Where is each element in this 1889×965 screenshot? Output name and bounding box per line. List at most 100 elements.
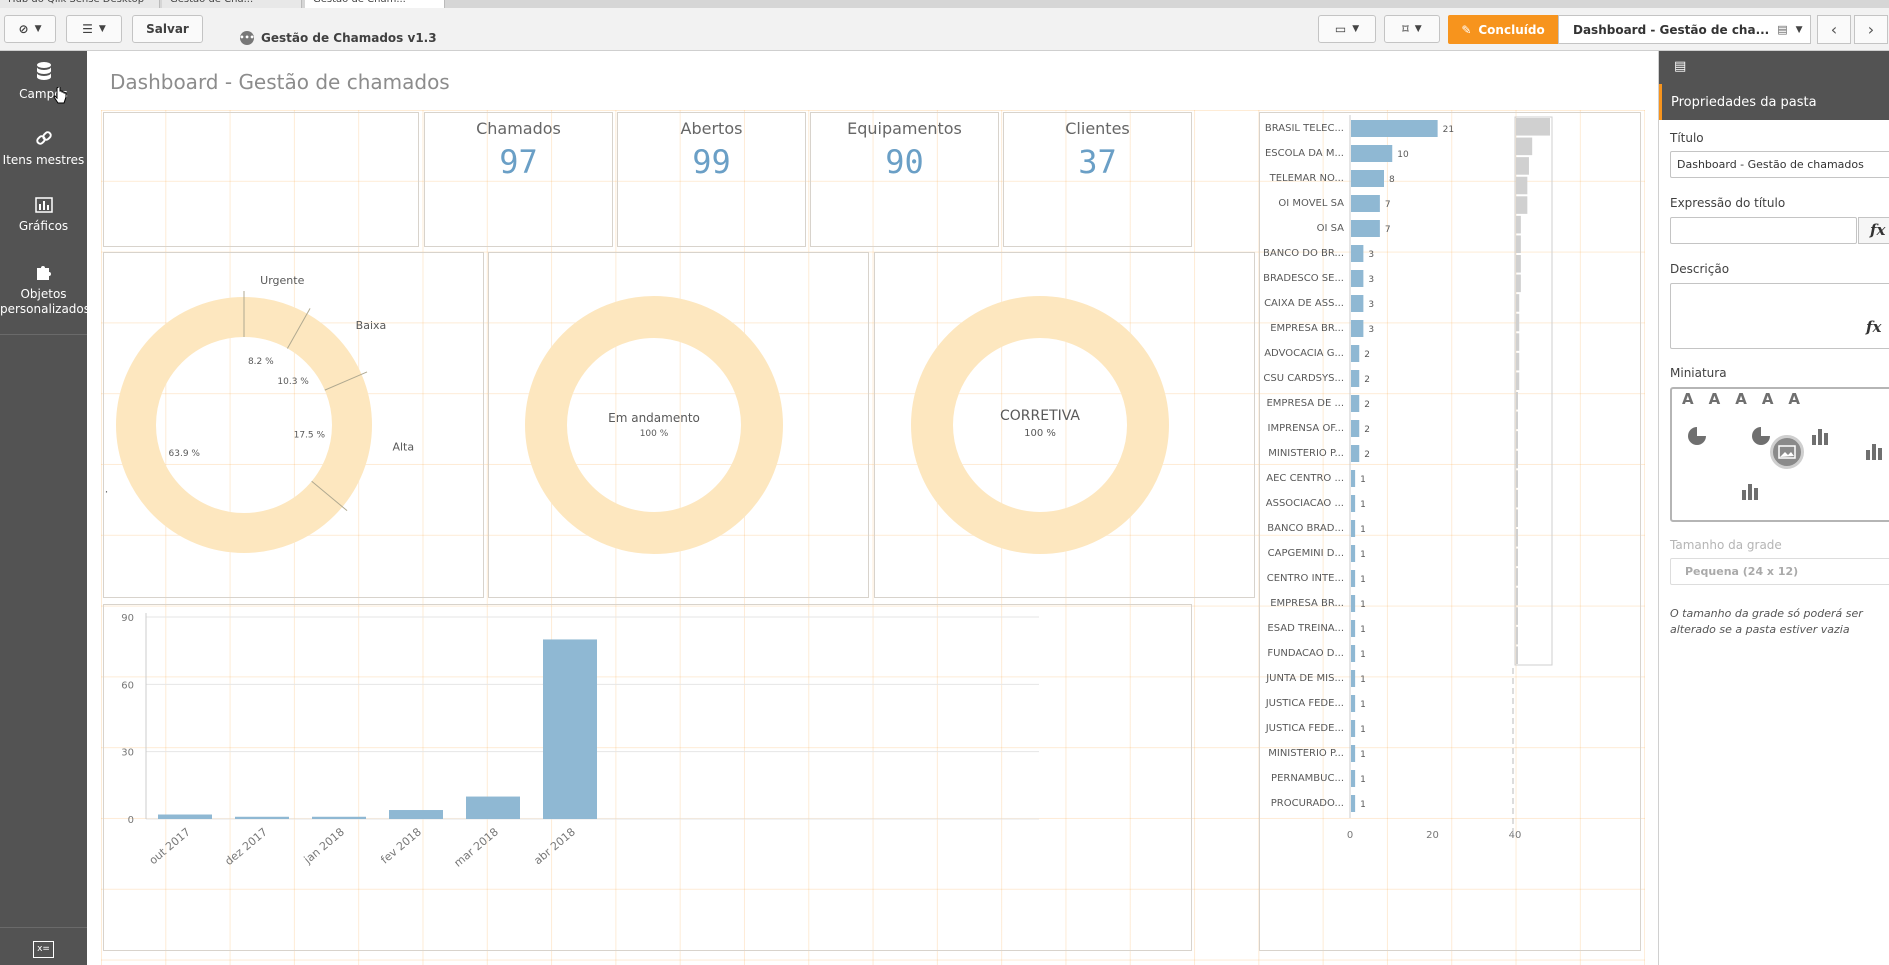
- donut-center-pct: 100 %: [640, 429, 669, 439]
- bar: [158, 814, 212, 819]
- storytelling-button[interactable]: ▭ ▼: [1318, 15, 1376, 43]
- save-button[interactable]: Salvar: [132, 15, 203, 43]
- bar: [1351, 720, 1356, 737]
- image-upload-icon[interactable]: [1770, 435, 1804, 469]
- bar-chart-icon: [1866, 444, 1882, 460]
- properties-panel: ▤ Propriedades da pasta Título Dashboard…: [1658, 51, 1889, 965]
- bar: [1351, 795, 1356, 812]
- tab-app[interactable]: Gestão de Cha...: [162, 0, 302, 8]
- empty-object[interactable]: [103, 112, 419, 247]
- minichart-bar: [1516, 587, 1518, 606]
- status-donut-chart[interactable]: Em andamento 100 %: [488, 252, 869, 598]
- minichart-bar: [1516, 626, 1518, 645]
- kpi-value: 90: [885, 143, 924, 181]
- bar-value-label: 7: [1385, 200, 1391, 210]
- donut-center-label: CORRETIVA: [1000, 408, 1080, 424]
- left-item-graficos[interactable]: Gráficos: [0, 197, 87, 234]
- bar-value-label: 1: [1360, 725, 1366, 735]
- priority-donut-chart[interactable]: 8.2 % Urgente 10.3 % Baixa 17.5 % Alta 63.9 % N…: [79, 252, 484, 598]
- next-sheet-button[interactable]: ›: [1854, 15, 1888, 44]
- bar-value-label: 1: [1360, 575, 1366, 585]
- kpi-label: Chamados: [476, 119, 561, 138]
- category-label: BRADESCO SE...: [1263, 273, 1344, 284]
- hand-cursor-icon: [53, 87, 67, 104]
- pie-icon: [1752, 427, 1770, 445]
- bar-value-label: 1: [1360, 550, 1366, 560]
- bar: [1351, 245, 1364, 262]
- fx-icon[interactable]: fx: [1866, 318, 1882, 336]
- bar-value-label: 8: [1389, 175, 1395, 185]
- pencil-icon: ✎: [1461, 22, 1472, 37]
- kpi-value: 37: [1078, 143, 1117, 181]
- bar-value-label: 1: [1360, 500, 1366, 510]
- description-input[interactable]: fx: [1670, 283, 1889, 349]
- minichart-bar: [1516, 255, 1521, 273]
- category-label: TELEMAR NO...: [1269, 173, 1344, 184]
- chevron-down-icon: ▼: [34, 24, 42, 34]
- x-tick-label: dez 2017: [222, 825, 269, 868]
- category-label: BANCO DO BR...: [1263, 248, 1344, 259]
- bar: [1351, 395, 1360, 412]
- category-label: MINISTERIO P...: [1268, 448, 1344, 459]
- sheet-selector[interactable]: Dashboard - Gestão de cha... ▤ ▼: [1558, 15, 1811, 44]
- minichart-bar: [1516, 274, 1521, 293]
- bookmark-button[interactable]: ⌑ ▼: [1384, 15, 1440, 43]
- left-item-itens-mestres[interactable]: Itens mestres: [0, 129, 87, 168]
- donut-center-pct: 100 %: [1024, 428, 1056, 439]
- left-item-campos[interactable]: Campos: [0, 61, 87, 102]
- y-tick-label: 60: [121, 680, 134, 691]
- kpi-abertos[interactable]: Abertos 99: [617, 112, 806, 247]
- title-input[interactable]: Dashboard - Gestão de chamados: [1670, 151, 1889, 178]
- category-label: IMPRENSA OF...: [1268, 423, 1344, 434]
- bar-value-label: 2: [1364, 425, 1370, 435]
- app-menu-icon[interactable]: •••: [239, 30, 255, 45]
- x-tick-label: jan 2018: [301, 825, 347, 867]
- bar: [1351, 695, 1356, 712]
- bookmark-icon: ⌑: [1402, 22, 1409, 36]
- bar: [1351, 445, 1360, 462]
- sheet-properties-icon[interactable]: ▤: [1674, 59, 1687, 74]
- donut-ring: [911, 296, 1169, 554]
- bar-value-label: 10: [1397, 150, 1409, 160]
- tab-sheet[interactable]: Gestão de Cham...: [305, 0, 445, 8]
- type-donut-chart[interactable]: CORRETIVA 100 %: [874, 252, 1255, 598]
- divider: [0, 334, 87, 335]
- category-label: ESAD TREINA...: [1267, 623, 1344, 634]
- done-button[interactable]: ✎ Concluído: [1448, 15, 1558, 44]
- minichart-bar: [1516, 352, 1520, 371]
- chevron-down-icon: ▼: [1414, 24, 1422, 34]
- tab-hub[interactable]: Hub do Qlik Sense Desktop: [0, 0, 160, 8]
- thumbnail-label: Miniatura: [1670, 366, 1727, 380]
- kpi-equipamentos[interactable]: Equipamentos 90: [810, 112, 999, 247]
- title-expression-fx-button[interactable]: fx: [1858, 217, 1889, 244]
- bar: [1351, 570, 1356, 587]
- y-tick-label: 0: [128, 815, 134, 826]
- x-tick-label: fev 2018: [378, 825, 424, 866]
- bar: [1351, 270, 1364, 287]
- left-item-label: Objetos personalizados: [0, 287, 91, 316]
- database-icon: [36, 62, 51, 80]
- clients-bar-chart[interactable]: BRASIL TELEC... 21 ESCOLA DA M... 10 TELEMAR…: [1259, 112, 1641, 951]
- bar: [1351, 495, 1356, 512]
- category-label: BANCO BRAD...: [1267, 523, 1344, 534]
- thumbnail-dropzone[interactable]: AAAAA: [1670, 387, 1889, 522]
- app-title: ••• Gestão de Chamados v1.3: [239, 16, 437, 59]
- previous-sheet-button[interactable]: ‹: [1817, 15, 1851, 44]
- bar: [235, 816, 289, 819]
- global-menu-button[interactable]: ☰ ▼: [66, 15, 122, 43]
- kpi-chamados[interactable]: Chamados 97: [424, 112, 613, 247]
- kpi-clientes[interactable]: Clientes 37: [1003, 112, 1192, 247]
- left-item-objetos-personalizados[interactable]: Objetos personalizados: [0, 263, 91, 317]
- title-expression-input[interactable]: [1670, 217, 1857, 244]
- navigation-menu-button[interactable]: ⊘ ▼: [4, 15, 56, 43]
- chevron-down-icon: ▼: [1352, 24, 1360, 34]
- bar-value-label: 3: [1368, 300, 1374, 310]
- divider: [0, 927, 87, 928]
- bar-value-label: 2: [1364, 375, 1370, 385]
- bar-chart-icon: [34, 197, 53, 213]
- monthly-bar-chart[interactable]: 90 60 30 0 out 2017 dez 2017 jan 2018 fev 2018 m…: [103, 604, 1192, 951]
- minichart-bar: [1516, 137, 1533, 156]
- donut-slice-label: Nor...: [104, 483, 108, 496]
- formula-panel-button[interactable]: x=: [0, 940, 87, 958]
